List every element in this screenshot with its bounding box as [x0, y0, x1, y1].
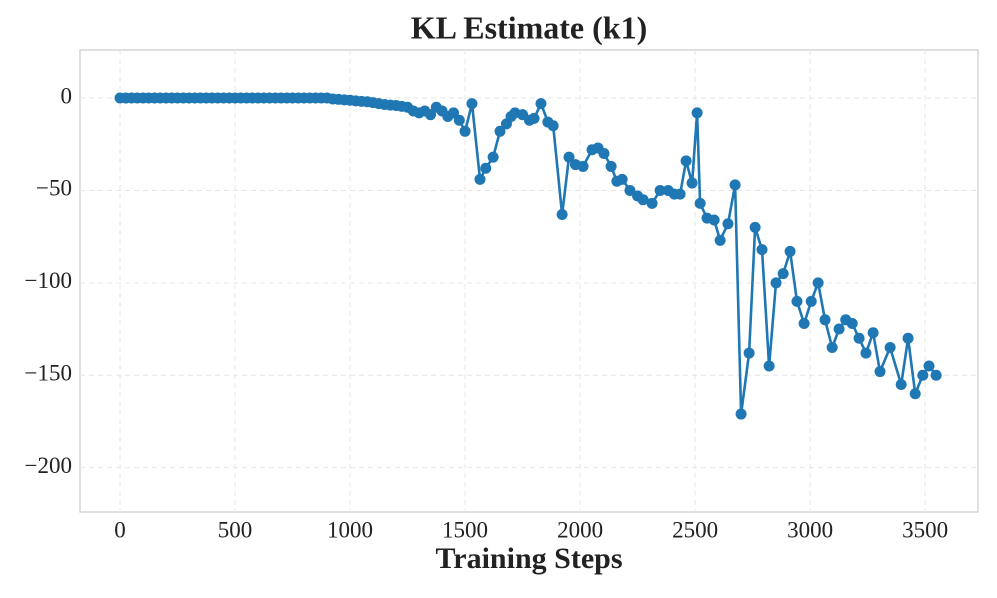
- chart-title: KL Estimate (k1): [411, 9, 647, 45]
- data-point: [884, 342, 896, 354]
- data-point: [714, 234, 726, 246]
- data-point: [763, 360, 775, 372]
- data-point: [749, 221, 761, 233]
- data-point: [777, 268, 789, 280]
- data-point: [425, 109, 437, 121]
- data-point: [874, 366, 886, 378]
- data-point: [833, 323, 845, 335]
- data-point: [930, 369, 942, 381]
- y-tick-label: −100: [25, 268, 72, 293]
- data-point: [846, 318, 858, 330]
- data-point: [902, 332, 914, 344]
- x-tick-label: 1000: [327, 517, 373, 542]
- data-point: [743, 347, 755, 359]
- data-point: [535, 98, 547, 110]
- x-tick-label: 2000: [557, 517, 603, 542]
- data-point: [494, 125, 506, 137]
- x-tick-label: 0: [114, 517, 126, 542]
- data-point: [722, 218, 734, 230]
- y-tick-label: −150: [25, 361, 72, 386]
- x-tick-label: 3000: [787, 517, 833, 542]
- data-point: [577, 160, 589, 172]
- data-point: [598, 147, 610, 159]
- x-axis-label: Training Steps: [436, 542, 623, 575]
- data-point: [691, 107, 703, 119]
- data-point: [895, 378, 907, 390]
- data-point: [674, 188, 686, 200]
- y-tick-label: −200: [25, 453, 72, 478]
- x-tick-label: 1500: [442, 517, 488, 542]
- y-tick-label: 0: [61, 83, 73, 108]
- data-point: [459, 125, 471, 137]
- data-point: [812, 277, 824, 289]
- data-point: [605, 160, 617, 172]
- data-point: [860, 347, 872, 359]
- data-point: [646, 197, 658, 209]
- data-point: [556, 208, 568, 220]
- data-point: [798, 318, 810, 330]
- data-point: [547, 120, 559, 132]
- data-point: [819, 314, 831, 326]
- data-point: [735, 408, 747, 420]
- y-tick-label: −50: [36, 176, 72, 201]
- data-point: [528, 112, 540, 124]
- data-point: [637, 194, 649, 206]
- data-point: [917, 369, 929, 381]
- data-point: [853, 332, 865, 344]
- data-point: [756, 244, 768, 256]
- data-point: [770, 277, 782, 289]
- series-line: [120, 96, 938, 416]
- data-point: [466, 98, 478, 110]
- data-point: [867, 327, 879, 339]
- data-point: [729, 179, 741, 191]
- data-point: [680, 155, 692, 167]
- data-point: [686, 177, 698, 189]
- data-point: [805, 295, 817, 307]
- plot-frame: [79, 49, 979, 513]
- data-point: [616, 173, 628, 185]
- data-point: [654, 184, 666, 196]
- data-point: [480, 162, 492, 174]
- x-tick-label: 500: [218, 517, 253, 542]
- data-point: [474, 173, 486, 185]
- x-tick-label: 2500: [672, 517, 718, 542]
- data-point: [923, 360, 935, 372]
- data-point: [909, 388, 921, 400]
- data-point: [694, 197, 706, 209]
- data-point: [791, 295, 803, 307]
- data-point: [563, 151, 575, 163]
- x-tick-label: 3500: [902, 517, 948, 542]
- data-point: [448, 107, 460, 119]
- data-point: [708, 214, 720, 226]
- data-point: [784, 245, 796, 257]
- data-point: [453, 114, 465, 126]
- data-point: [826, 342, 838, 354]
- data-point: [487, 151, 499, 163]
- data-point: [624, 184, 636, 196]
